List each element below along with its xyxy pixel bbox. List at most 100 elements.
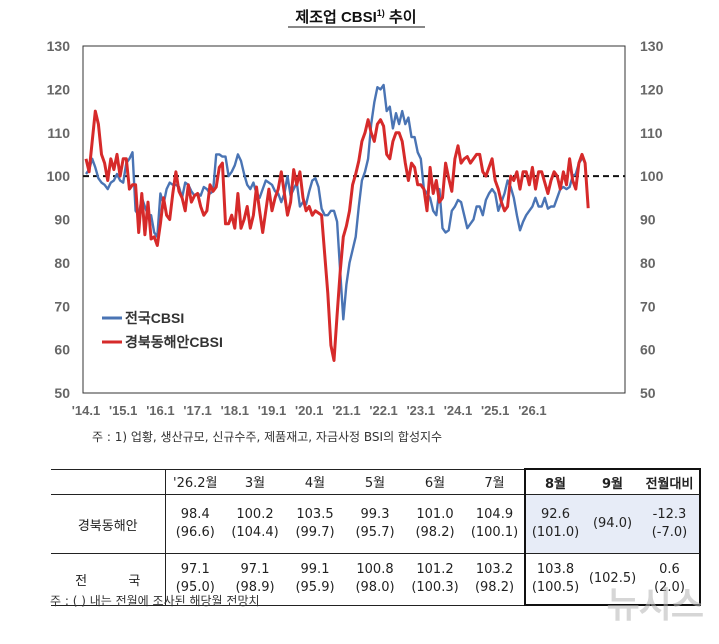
y-tick-label-left: 70 — [54, 298, 70, 314]
table-header-row: '26.2월 3월 4월 5월 6월 7월 8월 9월 전월대비 — [51, 468, 701, 495]
y-tick-label-left: 90 — [54, 212, 70, 228]
watermark-logo: 뉴시스 — [606, 585, 704, 626]
y-tick-label-left: 60 — [54, 342, 70, 358]
cell-forecast: (95.0) — [175, 580, 215, 596]
cell-forecast: (94.0) — [592, 516, 633, 531]
x-tick-label: '17.1 — [183, 403, 211, 418]
cell-value: 99.1 — [300, 562, 330, 578]
chart-title-suffix: 추이 — [385, 9, 417, 26]
x-tick-label: '16.1 — [146, 403, 174, 418]
header-cell: 4월 — [285, 468, 345, 495]
table-cell: 97.1 (98.9) — [225, 553, 285, 606]
cell-forecast: (98.0) — [355, 580, 395, 596]
table-cell: 101.2 (100.3) — [405, 553, 465, 606]
row-label: 경북동해안 — [51, 494, 166, 554]
cell-forecast: (95.9) — [295, 580, 335, 596]
chart-title: 제조업 CBSI1) 추이 — [295, 8, 416, 26]
table-cell: 98.4 (96.6) — [165, 494, 225, 554]
cell-forecast: (96.6) — [175, 525, 215, 540]
series-line-national — [85, 83, 583, 321]
x-tick-label: '18.1 — [221, 403, 249, 418]
header-cell: 6월 — [405, 468, 465, 495]
y-tick-label-right: 70 — [640, 298, 656, 314]
cell-value: 99.3 — [360, 507, 390, 522]
header-cell: 8월 — [524, 468, 585, 495]
table-cell: 103.8 (100.5) — [524, 553, 585, 606]
table-cell: 0.6 (2.0) — [640, 553, 701, 606]
x-tick-label: '24.1 — [444, 403, 472, 418]
header-cell: 9월 — [585, 468, 640, 495]
header-cell: 3월 — [225, 468, 285, 495]
cell-forecast: (98.2) — [474, 580, 515, 596]
table-cell: 92.6 (101.0) — [524, 494, 585, 554]
y-tick-label-right: 80 — [640, 255, 656, 271]
legend-label: 전국CBSI — [125, 310, 184, 326]
y-tick-label-right: 90 — [640, 212, 656, 228]
table-cell: 100.8 (98.0) — [345, 553, 405, 606]
table-cell: 100.2 (104.4) — [225, 494, 285, 554]
x-tick-label: '19.1 — [258, 403, 286, 418]
y-tick-label-right: 100 — [640, 168, 664, 184]
table-cell: 97.1 (95.0) — [165, 553, 225, 606]
x-tick-label: '14.1 — [72, 403, 100, 418]
y-tick-label-right: 60 — [640, 342, 656, 358]
cell-forecast: (-7.0) — [651, 525, 688, 540]
cell-forecast: (100.1) — [470, 525, 519, 540]
header-cell: 전월대비 — [640, 468, 701, 495]
x-tick-label: '15.1 — [109, 403, 137, 418]
cell-forecast: (100.3) — [411, 580, 459, 596]
y-tick-label-left: 80 — [54, 255, 70, 271]
cell-value: 97.1 — [180, 562, 210, 578]
cell-value: 100.2 — [236, 507, 274, 522]
x-tick-label: '21.1 — [332, 403, 360, 418]
chart-footnote: 주 : 1) 업황, 생산규모, 신규수주, 제품재고, 자금사정 BSI의 합… — [92, 430, 443, 444]
cell-forecast: (98.2) — [415, 525, 455, 540]
cell-value: 103.2 — [475, 562, 514, 578]
cell-forecast: (104.4) — [231, 525, 279, 540]
chart-legend: 전국CBSI 경북동해안CBSI — [102, 310, 223, 350]
cell-forecast: (101.0) — [531, 525, 580, 540]
cell-value: 97.1 — [240, 562, 270, 578]
cell-forecast: (2.0) — [654, 580, 685, 595]
x-tick-label: '23.1 — [407, 403, 435, 418]
header-cell: 7월 — [465, 468, 525, 495]
cell-value: -12.3 — [652, 507, 687, 522]
legend-label: 경북동해안CBSI — [125, 334, 223, 350]
y-tick-label-left: 120 — [47, 81, 71, 97]
y-tick-label-right: 110 — [640, 125, 663, 141]
table-cell: 104.9 (100.1) — [465, 494, 525, 554]
cell-forecast: (98.9) — [235, 580, 275, 596]
x-tick-label: '20.1 — [295, 403, 323, 418]
row-label: 전 국 — [51, 553, 166, 606]
cell-value: 92.6 — [541, 507, 570, 522]
cell-forecast: (95.7) — [355, 525, 395, 540]
table-cell: -12.3 (-7.0) — [640, 494, 701, 554]
y-tick-label-left: 100 — [47, 168, 71, 184]
chart-title-superscript: 1) — [377, 8, 385, 18]
x-tick-label: '26.1 — [518, 403, 546, 418]
y-tick-label-left: 110 — [47, 125, 70, 141]
chart-title-main: 제조업 CBSI — [295, 9, 376, 26]
x-tick-label: '22.1 — [369, 403, 397, 418]
cell-value: 101.2 — [416, 562, 454, 578]
y-tick-label-right: 130 — [640, 38, 664, 54]
cell-value: 100.8 — [356, 562, 394, 578]
table-cell: 99.1 (95.9) — [285, 553, 345, 606]
table-footnote: 주 : ( ) 내는 전월에 조사된 해당월 전망치 — [50, 594, 260, 608]
table-cell: 101.0 (98.2) — [405, 494, 465, 554]
cell-forecast: (99.7) — [295, 525, 335, 540]
y-tick-label-left: 50 — [54, 385, 70, 401]
table-cell: 103.2 (98.2) — [465, 553, 525, 606]
cbsi-line-chart: 제조업 CBSI1) 추이 50 60 70 80 90 100 110 120 130 50 6… — [47, 8, 664, 418]
plot-frame — [82, 45, 626, 394]
table-cell: 99.3 (95.7) — [345, 494, 405, 554]
cell-forecast: (100.5) — [531, 580, 580, 595]
cell-value: 104.9 — [475, 507, 514, 522]
cell-value: 103.8 — [536, 562, 575, 577]
header-cell: 5월 — [345, 468, 405, 495]
cell-forecast: (102.5) — [588, 571, 637, 586]
cbsi-summary-table: '26.2월 3월 4월 5월 6월 7월 8월 9월 전월대비 경북동해안 9… — [51, 468, 701, 606]
cell-value: 98.4 — [180, 507, 210, 522]
table-corner — [51, 468, 166, 495]
y-tick-label-right: 120 — [640, 81, 664, 97]
